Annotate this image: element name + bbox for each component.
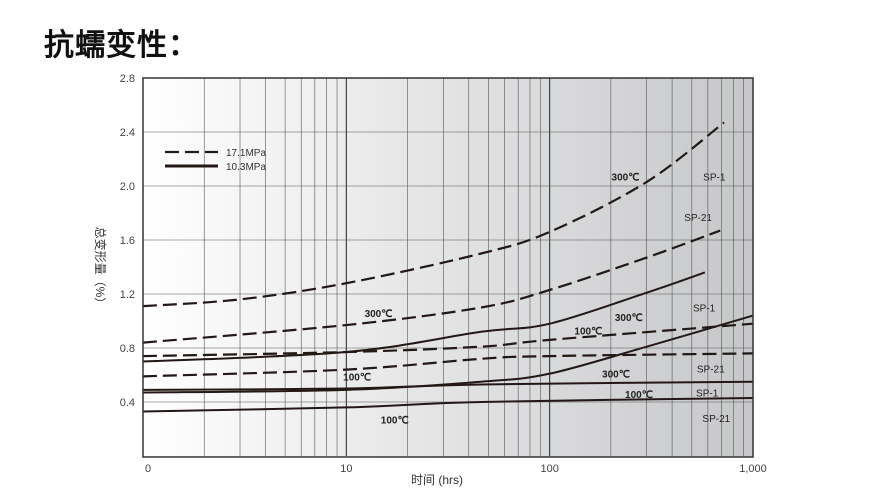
annotation-label: 100℃ <box>343 372 371 383</box>
annotation-label: SP-1 <box>696 389 719 400</box>
series-line-dashed-2 <box>142 229 721 344</box>
y-tick-label: 1.6 <box>120 235 135 247</box>
legend: 17.1MPa 10.3MPa <box>165 148 266 173</box>
y-axis-title: 总变形量（%） <box>93 227 108 310</box>
legend-label-solid: 10.3MPa <box>226 162 266 173</box>
y-tick-label: 2.8 <box>120 73 135 85</box>
series-line-dashed-3 <box>142 322 754 358</box>
x-tick-label: 1,000 <box>739 463 767 475</box>
annotation-label: 300℃ <box>615 313 643 324</box>
page-title: 抗蠕变性： <box>44 28 199 63</box>
x-tick-label: 100 <box>540 463 558 475</box>
annotation-label: SP-21 <box>697 364 725 375</box>
annotation-label: 300℃ <box>365 309 393 320</box>
axis-ticks: 0.4 0.8 1.2 1.6 2.0 2.4 2.8 0 10 100 1,000 <box>120 73 767 475</box>
series-group <box>142 121 754 413</box>
y-tick-label: 0.8 <box>120 343 135 355</box>
annotation-label: 100℃ <box>574 326 602 337</box>
annotation-label: SP-1 <box>693 304 716 315</box>
annotation-label: SP-1 <box>703 173 726 184</box>
series-line-solid-8 <box>142 396 754 413</box>
y-tick-label: 2.4 <box>120 127 135 139</box>
series-line-solid-6 <box>142 314 754 394</box>
annotations: 300℃ SP-1 SP-21 300℃ SP-1 300℃ 100℃ 100℃ SP-21 30… <box>343 173 730 427</box>
series-line-dashed-4 <box>142 352 754 378</box>
x-tick-label: 0 <box>145 463 151 475</box>
series-line-solid-7 <box>142 380 754 391</box>
plot-area <box>143 78 753 457</box>
y-tick-label: 1.2 <box>120 289 135 301</box>
y-tick-label: 2.0 <box>120 181 135 193</box>
x-tick-label: 10 <box>340 463 352 475</box>
annotation-label: 300℃ <box>602 370 630 381</box>
legend-label-dashed: 17.1MPa <box>226 148 266 159</box>
y-tick-label: 0.4 <box>120 397 135 409</box>
x-axis-title: 时间 (hrs) <box>411 473 463 487</box>
annotation-label: 100℃ <box>381 416 409 427</box>
plot-border <box>142 77 754 458</box>
annotation-label: 100℃ <box>625 390 653 401</box>
series-line-solid-5 <box>142 271 706 363</box>
annotation-label: SP-21 <box>684 213 712 224</box>
annotation-label: 300℃ <box>612 173 640 184</box>
annotation-label: SP-21 <box>702 414 730 425</box>
series-line-dashed-1 <box>142 121 725 308</box>
